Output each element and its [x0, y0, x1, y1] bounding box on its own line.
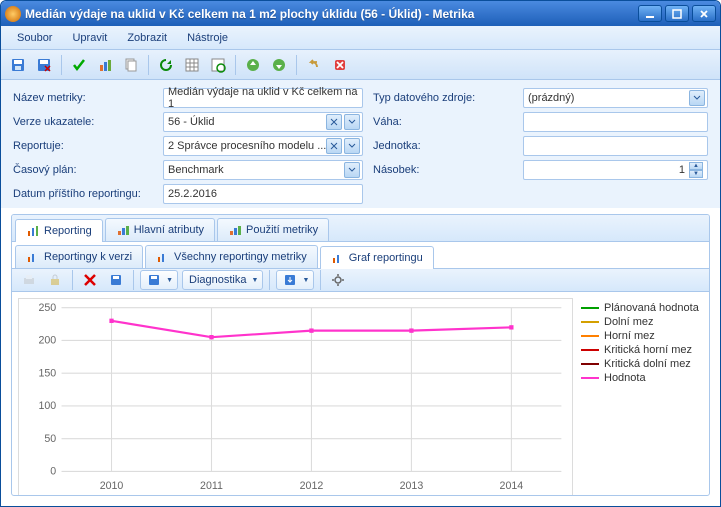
tab-vsechny[interactable]: Všechny reportingy metriky	[145, 245, 318, 268]
svg-text:200: 200	[38, 335, 56, 347]
main-toolbar	[1, 50, 720, 80]
input-reportuje[interactable]: 2 Správce procesního modelu ...	[163, 136, 363, 156]
legend-item: Kritická dolní mez	[581, 358, 703, 370]
legend-item: Dolní mez	[581, 316, 703, 328]
tab-reporting[interactable]: Reporting	[15, 219, 103, 242]
menubar: Soubor Upravit Zobrazit Nástroje	[1, 26, 720, 50]
form-area: Název metriky: Medián výdaje na uklid v …	[1, 80, 720, 208]
label-nazev: Název metriky:	[13, 92, 153, 104]
clear-icon[interactable]	[326, 114, 342, 130]
lock-icon[interactable]	[44, 269, 66, 291]
tab-kverzi[interactable]: Reportingy k verzi	[15, 245, 143, 268]
chart-icon	[26, 224, 40, 238]
menu-soubor[interactable]: Soubor	[7, 29, 62, 47]
svg-text:50: 50	[44, 433, 56, 445]
bars-icon	[116, 223, 130, 237]
chart: 0 50 100 150 200 250 2010 2011 2012 2013 2014	[18, 298, 573, 496]
svg-text:2011: 2011	[200, 480, 223, 492]
dropdown-icon[interactable]	[689, 90, 705, 106]
clear-icon[interactable]	[326, 138, 342, 154]
diagnostika-dropdown[interactable]: Diagnostika	[182, 270, 263, 290]
down-icon[interactable]	[268, 54, 290, 76]
input-verze[interactable]: 56 - Úklid	[163, 112, 363, 132]
table-refresh-icon[interactable]	[207, 54, 229, 76]
menu-nastroje[interactable]: Nástroje	[177, 29, 238, 47]
app-icon	[5, 6, 21, 22]
bars-icon	[228, 223, 242, 237]
tab-graf[interactable]: Graf reportingu	[320, 246, 434, 269]
menu-zobrazit[interactable]: Zobrazit	[117, 29, 177, 47]
grid-icon[interactable]	[181, 54, 203, 76]
input-casovy[interactable]: Benchmark	[163, 160, 363, 180]
chart-container: 0 50 100 150 200 250 2010 2011 2012 2013 2014 Plán…	[12, 292, 709, 496]
settings-icon[interactable]	[327, 269, 349, 291]
input-nazev[interactable]: Medián výdaje na uklid v Kč celkem na 1	[163, 88, 363, 108]
input-typ[interactable]: (prázdný)	[523, 88, 708, 108]
svg-text:2012: 2012	[300, 480, 324, 492]
legend-item: Kritická horní mez	[581, 344, 703, 356]
app-window: Medián výdaje na uklid v Kč celkem na 1 …	[0, 0, 721, 507]
spin-down-icon[interactable]: ▼	[689, 170, 703, 178]
label-verze: Verze ukazatele:	[13, 116, 153, 128]
input-vaha[interactable]	[523, 112, 708, 132]
input-jednotka[interactable]	[523, 136, 708, 156]
chart-icon	[331, 251, 345, 265]
dropdown-icon[interactable]	[344, 162, 360, 178]
svg-text:2010: 2010	[100, 480, 124, 492]
svg-text:0: 0	[50, 466, 56, 478]
svg-text:250: 250	[38, 302, 56, 314]
chart-icon	[156, 250, 170, 264]
save-icon[interactable]	[105, 269, 127, 291]
svg-text:150: 150	[38, 367, 56, 379]
tabs-sub: Reportingy k verzi Všechny reportingy me…	[12, 242, 709, 269]
label-jednotka: Jednotka:	[373, 140, 513, 152]
minimize-button[interactable]	[638, 5, 662, 22]
up-icon[interactable]	[242, 54, 264, 76]
print-icon[interactable]	[18, 269, 40, 291]
save-icon[interactable]	[7, 54, 29, 76]
copy-icon[interactable]	[120, 54, 142, 76]
svg-text:100: 100	[38, 400, 56, 412]
tabs-area: Reporting Hlavní atributy Použití metrik…	[11, 214, 710, 496]
view-dropdown[interactable]	[140, 270, 178, 290]
close-button[interactable]	[692, 5, 716, 22]
refresh-icon[interactable]	[155, 54, 177, 76]
label-reportuje: Reportuje:	[13, 140, 153, 152]
tab-hlavni[interactable]: Hlavní atributy	[105, 218, 215, 241]
tab-pouziti[interactable]: Použití metriky	[217, 218, 329, 241]
legend-item: Plánovaná hodnota	[581, 302, 703, 314]
check-icon[interactable]	[68, 54, 90, 76]
chart-icon	[26, 250, 40, 264]
undo-icon[interactable]	[303, 54, 325, 76]
svg-text:2014: 2014	[500, 480, 524, 492]
tabs-top: Reporting Hlavní atributy Použití metrik…	[12, 215, 709, 242]
dropdown-icon[interactable]	[344, 138, 360, 154]
spin-up-icon[interactable]: ▲	[689, 162, 703, 170]
input-nasobek[interactable]: 1▲▼	[523, 160, 708, 180]
svg-text:2013: 2013	[400, 480, 424, 492]
label-nasobek: Násobek:	[373, 164, 513, 176]
delete-icon[interactable]	[329, 54, 351, 76]
input-datum[interactable]: 25.2.2016	[163, 184, 363, 204]
window-title: Medián výdaje na uklid v Kč celkem na 1 …	[25, 7, 638, 21]
label-casovy: Časový plán:	[13, 164, 153, 176]
save-close-icon[interactable]	[33, 54, 55, 76]
label-vaha: Váha:	[373, 116, 513, 128]
bars-icon[interactable]	[94, 54, 116, 76]
window-buttons	[638, 5, 716, 22]
delete-icon[interactable]	[79, 269, 101, 291]
label-typ: Typ datového zdroje:	[373, 92, 513, 104]
legend-item: Hodnota	[581, 372, 703, 384]
menu-upravit[interactable]: Upravit	[62, 29, 117, 47]
legend-item: Horní mez	[581, 330, 703, 342]
maximize-button[interactable]	[665, 5, 689, 22]
label-datum: Datum příštího reportingu:	[13, 188, 153, 200]
titlebar: Medián výdaje na uklid v Kč celkem na 1 …	[1, 1, 720, 26]
chart-legend: Plánovaná hodnota Dolní mez Horní mez Kriti…	[573, 298, 703, 496]
export-dropdown[interactable]	[276, 270, 314, 290]
dropdown-icon[interactable]	[344, 114, 360, 130]
chart-toolbar: Diagnostika	[12, 269, 709, 292]
